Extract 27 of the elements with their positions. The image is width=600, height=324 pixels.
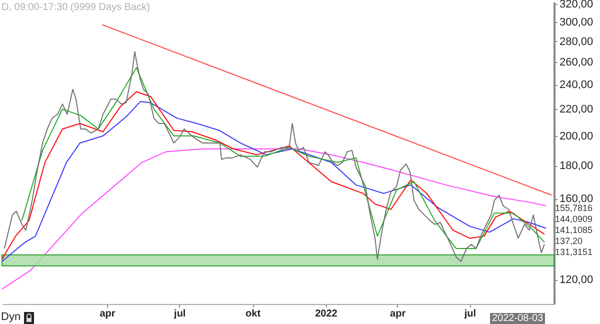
text: 141,1085: [555, 225, 594, 235]
line-series: [21, 67, 545, 250]
text: 155,7816: [555, 203, 594, 213]
y-tick-label: 160,00: [560, 193, 594, 206]
text: 144,0909: [555, 214, 594, 224]
y-tick-label: 260,00: [560, 56, 594, 69]
y-tick-label: 220,00: [560, 104, 594, 116]
y-tick-label: 180,00: [560, 160, 594, 172]
x-tick-label: jul: [173, 308, 186, 320]
x-tick-label: okt: [246, 308, 262, 320]
y-tick-label: 120,00: [560, 274, 594, 286]
x-tick-label: apr: [390, 308, 406, 320]
x-tick-label: 2022: [315, 308, 338, 320]
text: 2022-08-03: [490, 313, 546, 324]
text: 131,3151: [555, 247, 594, 257]
y-tick-label: 320,00: [560, 0, 594, 10]
y-tick-label: 200,00: [560, 130, 594, 142]
line-series: [2, 148, 547, 290]
line-series: [4, 51, 545, 262]
x-tick-label: apr: [100, 308, 116, 320]
y-tick-label: 240,00: [560, 79, 594, 92]
text: Dyn: [1, 311, 21, 323]
x-tick-label: jul: [463, 308, 476, 320]
chart-title: D, 09:00-17:30 (9999 Days Back): [2, 2, 150, 13]
y-tick-label: 280,00: [560, 36, 594, 48]
y-tick-label: 300,00: [560, 16, 594, 28]
text: 137,20: [555, 236, 584, 246]
